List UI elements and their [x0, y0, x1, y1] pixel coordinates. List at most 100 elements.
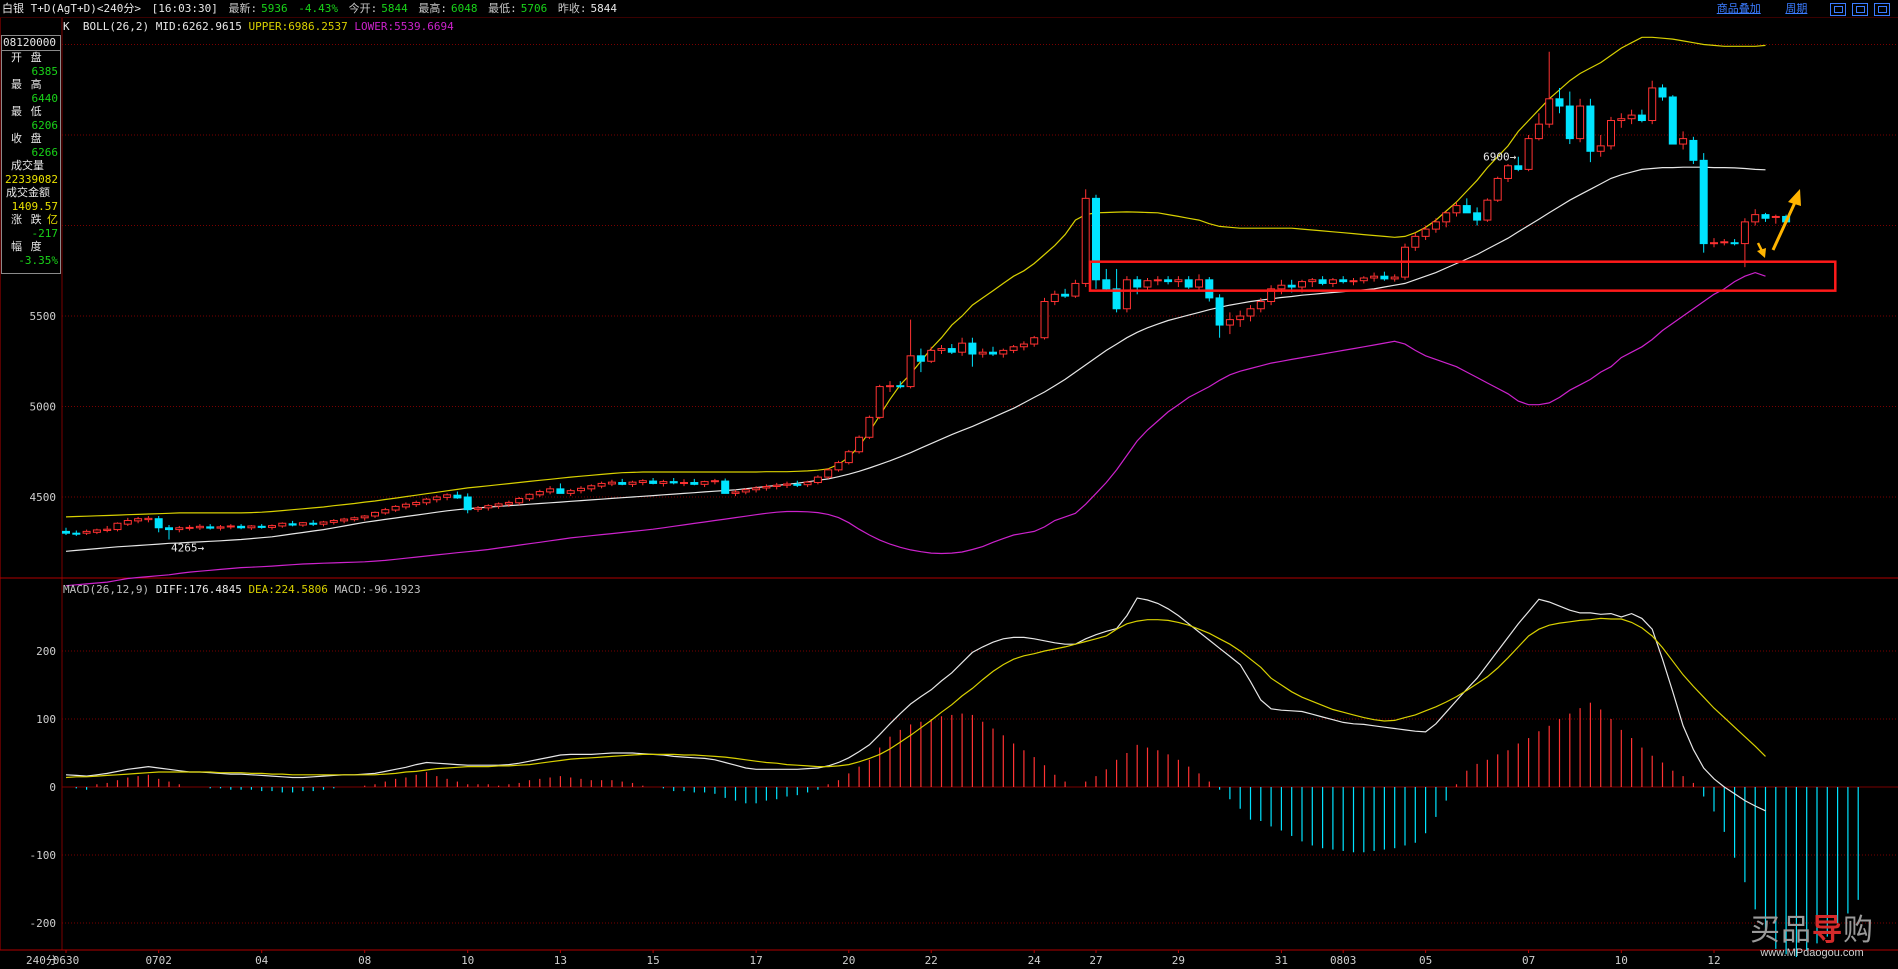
- candle-body: [1617, 118, 1626, 122]
- candle-up: [1256, 297, 1265, 313]
- candle-body: [1607, 120, 1615, 147]
- boll-mid: MID:6262.9615: [155, 20, 242, 33]
- candle-up: [1534, 113, 1543, 141]
- candle-body: [422, 498, 431, 504]
- candle-up: [927, 346, 936, 364]
- candle-up: [371, 511, 379, 518]
- restore-window-icon[interactable]: [1830, 2, 1846, 16]
- maximize-window-icon[interactable]: [1874, 2, 1890, 16]
- candle-body: [1771, 215, 1780, 218]
- tile-window-icon[interactable]: [1852, 2, 1868, 16]
- candle-up: [175, 525, 184, 533]
- candle-body: [947, 348, 956, 353]
- candle-body: [1225, 319, 1234, 326]
- macd-plot: [65, 597, 1859, 957]
- info-label: 最 低: [11, 105, 43, 118]
- highlight-box: [1088, 260, 1837, 292]
- macd-value: MACD:-96.1923: [334, 583, 421, 596]
- candle-up: [628, 480, 637, 488]
- candle-body: [989, 351, 997, 355]
- candle-down: [1462, 198, 1471, 214]
- candle-body: [1246, 308, 1255, 317]
- info-row-change: 涨 跌 -217: [2, 213, 60, 240]
- x-tick-label: 29: [1172, 954, 1185, 967]
- candle-body: [1267, 288, 1276, 303]
- candle-body: [721, 480, 730, 494]
- candle-down: [1555, 87, 1564, 114]
- candle-up: [607, 479, 616, 487]
- candle-up: [360, 515, 369, 521]
- x-tick-label: 10: [461, 954, 474, 967]
- candle-up: [1277, 279, 1286, 295]
- candle-up: [865, 415, 874, 440]
- candle-body: [1370, 275, 1379, 279]
- open-price-value: 5844: [381, 2, 408, 15]
- candle-down: [1637, 109, 1646, 123]
- candle-body: [484, 505, 493, 509]
- candle-up: [298, 521, 307, 527]
- x-tick-label: 17: [749, 954, 762, 967]
- info-label: 幅 度: [11, 240, 43, 253]
- candle-body: [824, 469, 833, 478]
- candle-body: [319, 521, 328, 525]
- open-price-label: 今开:: [348, 2, 378, 15]
- x-axis-unit: 240分: [26, 954, 57, 967]
- candle-body: [1411, 235, 1420, 248]
- candle-body: [1699, 159, 1708, 245]
- candle-body: [1236, 315, 1245, 321]
- logo-text-left: 买品: [1750, 913, 1812, 948]
- candle-up: [1174, 276, 1183, 288]
- candle-down: [206, 524, 215, 530]
- overlay-commodity-link[interactable]: 商品叠加: [1716, 2, 1761, 15]
- candle-body: [587, 485, 596, 490]
- candle-body: [618, 482, 627, 485]
- info-value: 6440: [31, 92, 59, 105]
- info-label: 最 高: [11, 78, 43, 91]
- info-value: -3.35%: [18, 254, 58, 267]
- candle-up: [278, 522, 287, 528]
- candle-up: [680, 479, 688, 487]
- info-label: 开 盘: [11, 51, 43, 64]
- candle-up: [1225, 312, 1234, 335]
- candle-body: [1174, 279, 1183, 283]
- candle-up: [82, 529, 91, 536]
- candle-body: [886, 385, 894, 388]
- candle-down: [1215, 294, 1224, 338]
- candle-down: [1473, 207, 1482, 226]
- candle-body: [1586, 105, 1595, 152]
- info-value: 6266: [31, 146, 59, 159]
- candle-body: [741, 489, 750, 493]
- candle-down: [62, 527, 70, 536]
- candle-down: [154, 516, 163, 533]
- candle-up: [1009, 344, 1018, 354]
- candle-up: [577, 486, 585, 494]
- candle-up: [1431, 218, 1440, 233]
- candle-body: [577, 487, 585, 492]
- candle-up: [844, 449, 853, 465]
- candle-body: [1462, 205, 1471, 214]
- candle-body: [1565, 105, 1574, 140]
- candle-body: [1493, 177, 1502, 201]
- candle-body: [865, 416, 874, 438]
- candle-up: [92, 528, 101, 535]
- candle-up: [329, 519, 338, 525]
- change-percent: -4.43%: [298, 2, 338, 15]
- candle-body: [103, 528, 112, 531]
- low-price-value: 5706: [520, 2, 548, 15]
- candle-down: [1164, 276, 1173, 285]
- candle-up: [1390, 274, 1399, 282]
- candle-down: [690, 478, 699, 486]
- candle-down: [1730, 239, 1739, 246]
- candle-body: [597, 482, 606, 487]
- candle-down: [1205, 277, 1214, 302]
- trend-arrow-icon: [1771, 189, 1801, 251]
- period-link[interactable]: 周期: [1785, 2, 1808, 15]
- candle-down: [947, 344, 956, 355]
- boll-name: BOLL(26,2): [82, 20, 150, 33]
- candle-body: [638, 480, 647, 484]
- candle-body: [999, 349, 1008, 355]
- candle-up: [731, 489, 740, 497]
- info-label: 成交量: [11, 159, 44, 172]
- x-tick-label: 04: [255, 954, 269, 967]
